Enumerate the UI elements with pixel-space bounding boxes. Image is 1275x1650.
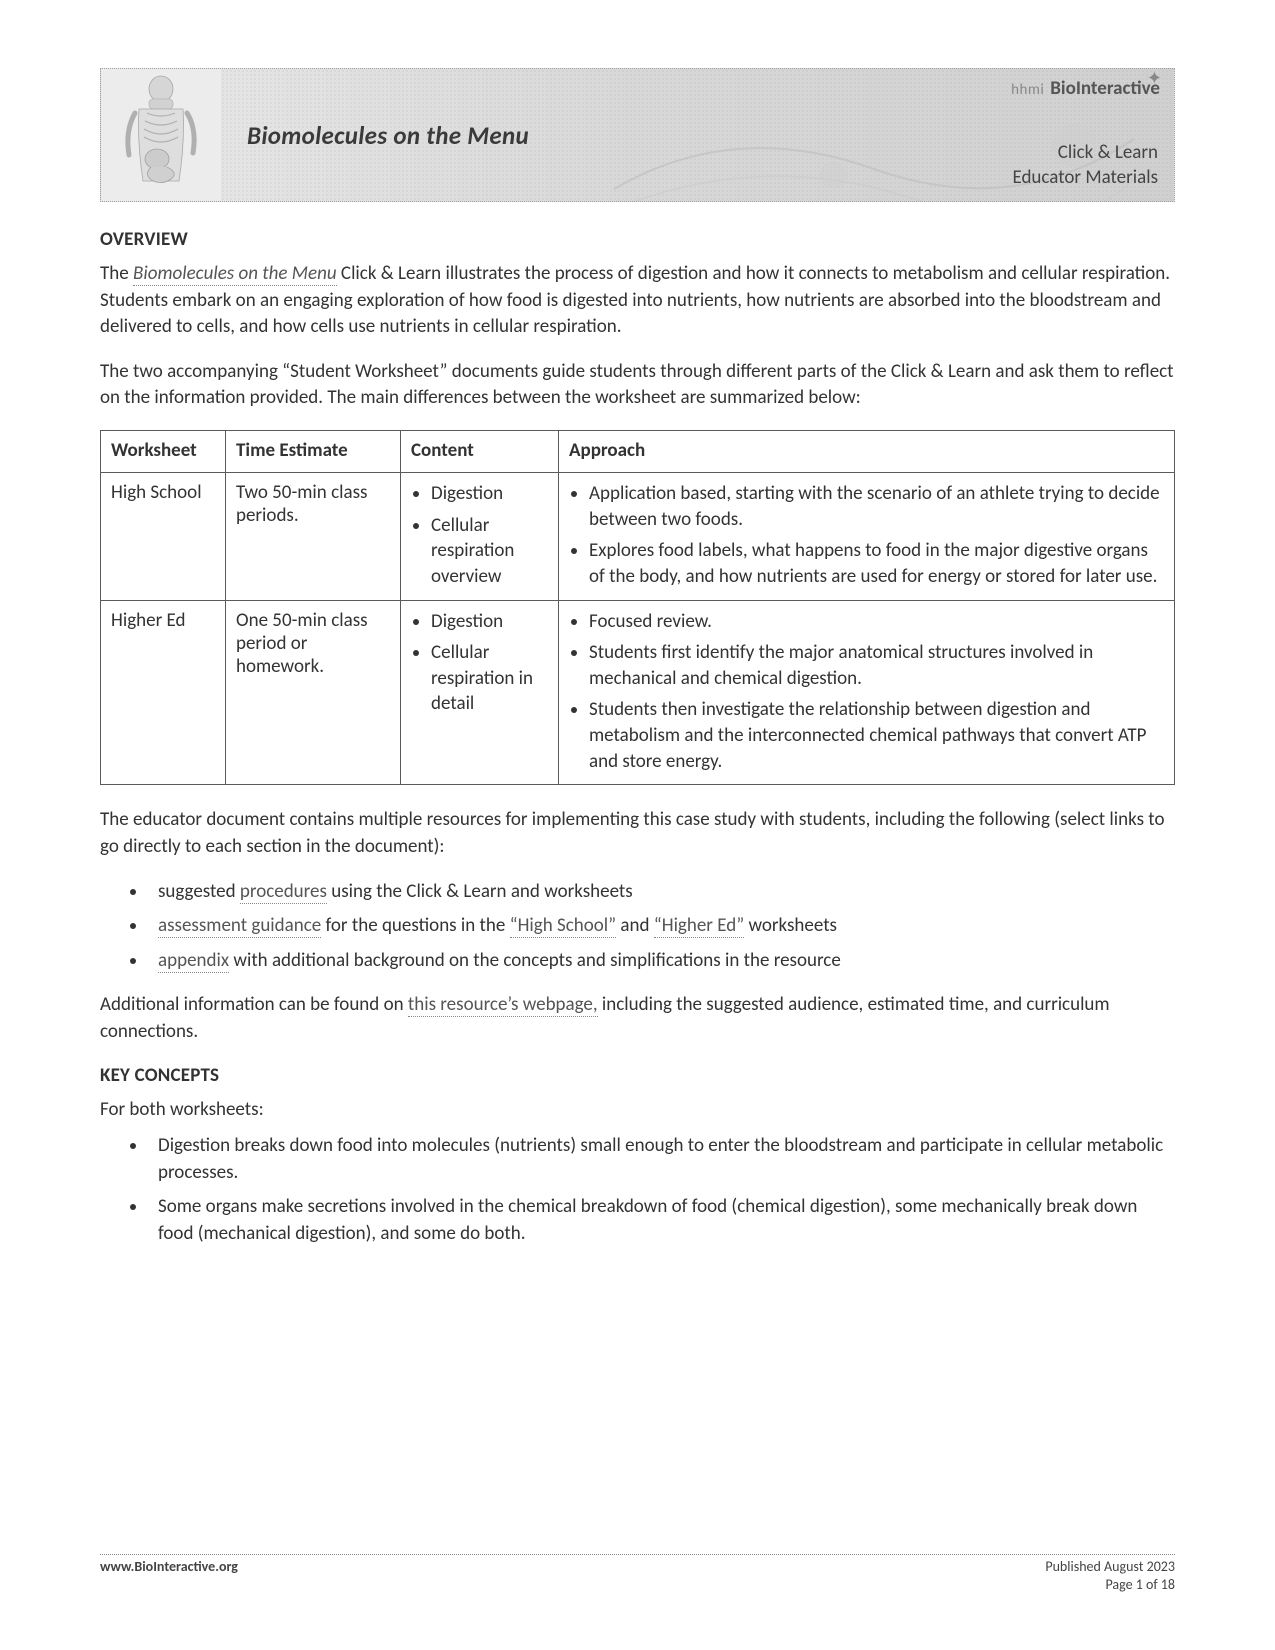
list-item: Cellular respiration in detail (431, 640, 548, 717)
header-banner: Biomolecules on the Menu ✦ hhmiBioIntera… (100, 68, 1175, 202)
high-school-link[interactable]: “High School” (510, 914, 616, 938)
higher-ed-link[interactable]: “Higher Ed” (654, 914, 744, 938)
cell-approach: Application based, starting with the sce… (559, 472, 1175, 600)
table-row: High School Two 50-min class periods. Di… (101, 472, 1175, 600)
document-title: Biomolecules on the Menu (247, 120, 529, 151)
appendix-link[interactable]: appendix (158, 949, 229, 973)
list-item: Digestion breaks down food into molecule… (148, 1133, 1175, 1186)
list-item: suggested procedures using the Click & L… (148, 879, 1175, 906)
key-concepts-intro: For both worksheets: (100, 1097, 1175, 1124)
overview-paragraph-2: The two accompanying “Student Worksheet”… (100, 359, 1175, 412)
key-concepts-heading: KEY CONCEPTS (100, 1064, 1175, 1087)
brand-prefix: hhmi (1011, 81, 1044, 99)
list-item: Explores food labels, what happens to fo… (589, 538, 1164, 589)
table-row: Higher Ed One 50-min class period or hom… (101, 600, 1175, 785)
doc-type-line2: Educator Materials (1012, 165, 1158, 191)
cell-content: Digestion Cellular respiration overview (401, 472, 559, 600)
additional-info: Additional information can be found on t… (100, 992, 1175, 1045)
brand-block: hhmi BioInteractive (1011, 77, 1160, 100)
footer-meta: Published August 2023 Page 1 of 18 (1045, 1558, 1175, 1594)
header-worksheet: Worksheet (101, 430, 226, 472)
header-time: Time Estimate (226, 430, 401, 472)
biomolecules-link[interactable]: Biomolecules on the Menu (133, 262, 337, 286)
list-item: Students then investigate the relationsh… (589, 697, 1164, 774)
list-item: Cellular respiration overview (431, 513, 548, 590)
list-item: appendix with additional background on t… (148, 948, 1175, 975)
list-item: Focused review. (589, 609, 1164, 635)
biointeractive-url-link[interactable]: www.BioInteractive.org (100, 1558, 238, 1575)
human-torso-icon (119, 73, 203, 197)
procedures-link[interactable]: procedures (240, 880, 327, 904)
assessment-guidance-link[interactable]: assessment guidance (158, 914, 321, 938)
document-type: Click & Learn Educator Materials (1012, 140, 1158, 191)
cell-approach: Focused review. Students first identify … (559, 600, 1175, 785)
cell-time: Two 50-min class periods. (226, 472, 401, 600)
resources-list: suggested procedures using the Click & L… (100, 879, 1175, 975)
brand-name: BioInteractive (1050, 77, 1160, 100)
cell-content: Digestion Cellular respiration in detail (401, 600, 559, 785)
overview-heading: OVERVIEW (100, 228, 1175, 251)
page-footer: www.BioInteractive.org Published August … (100, 1554, 1175, 1594)
header-approach: Approach (559, 430, 1175, 472)
table-header-row: Worksheet Time Estimate Content Approach (101, 430, 1175, 472)
list-item: Digestion (431, 481, 548, 507)
resources-intro: The educator document contains multiple … (100, 807, 1175, 860)
cell-time: One 50-min class period or homework. (226, 600, 401, 785)
anatomy-illustration (101, 69, 221, 201)
list-item: Application based, starting with the sce… (589, 481, 1164, 532)
key-concepts-list: Digestion breaks down food into molecule… (100, 1133, 1175, 1247)
list-item: assessment guidance for the questions in… (148, 913, 1175, 940)
worksheet-comparison-table: Worksheet Time Estimate Content Approach… (100, 430, 1175, 785)
doc-type-line1: Click & Learn (1012, 140, 1158, 166)
footer-page-number: Page 1 of 18 (1045, 1576, 1175, 1594)
footer-published: Published August 2023 (1045, 1558, 1175, 1576)
resource-webpage-link[interactable]: this resource’s webpage, (408, 993, 598, 1017)
overview-paragraph-1: The Biomolecules on the Menu Click & Lea… (100, 261, 1175, 341)
header-content: Content (401, 430, 559, 472)
footer-url: www.BioInteractive.org (100, 1558, 238, 1594)
cell-worksheet: High School (101, 472, 226, 600)
cell-worksheet: Higher Ed (101, 600, 226, 785)
list-item: Students first identify the major anatom… (589, 640, 1164, 691)
list-item: Some organs make secretions involved in … (148, 1194, 1175, 1247)
list-item: Digestion (431, 609, 548, 635)
